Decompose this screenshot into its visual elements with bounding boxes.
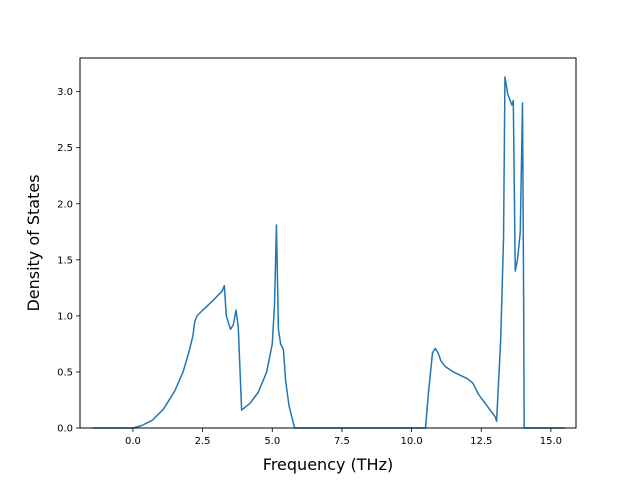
dos-series-line-0 — [92, 76, 565, 429]
y-axis-label: Density of States — [24, 174, 43, 311]
y-tick-label: 2.5 — [57, 143, 73, 154]
x-tick-label: 0.0 — [125, 436, 141, 447]
y-tick-label: 0.5 — [57, 367, 73, 378]
x-tick-label: 10.0 — [400, 436, 422, 447]
y-tick-label: 0.0 — [57, 424, 73, 435]
axes-frame — [79, 57, 577, 429]
y-tick-label: 2.0 — [57, 199, 73, 210]
x-tick-label: 7.5 — [334, 436, 350, 447]
y-axis: 0.0 0.5 1.0 1.5 2.0 2.5 3.0 — [57, 87, 80, 435]
x-tick-label: 5.0 — [264, 436, 280, 447]
y-tick-label: 1.5 — [57, 255, 73, 266]
x-tick-label: 12.5 — [470, 436, 492, 447]
x-tick-label: 15.0 — [540, 436, 562, 447]
plot-area — [79, 57, 577, 429]
series-layer — [92, 76, 565, 429]
x-axis-label: Frequency (THz) — [263, 455, 393, 474]
y-tick-label: 1.0 — [57, 311, 73, 322]
x-tick-label: 2.5 — [195, 436, 211, 447]
x-axis: 0.0 2.5 5.0 7.5 10.0 12.5 15.0 — [125, 428, 562, 447]
y-tick-label: 3.0 — [57, 87, 73, 98]
